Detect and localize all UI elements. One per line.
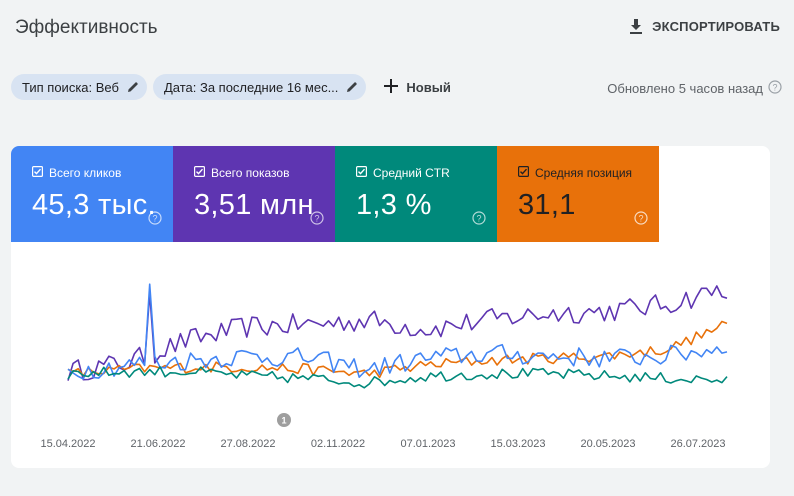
page-title: Эффективность xyxy=(15,17,158,38)
annotation-label: 1 xyxy=(281,416,286,426)
x-tick-label: 07.01.2023 xyxy=(400,438,455,450)
filter-chip-search-type[interactable]: Тип поиска: Веб xyxy=(11,74,147,100)
x-tick-label: 26.07.2023 xyxy=(670,438,725,450)
performance-card: Всего кликов 45,3 тыс. ? Всего показов 3… xyxy=(11,146,770,468)
metric-label: Всего показов xyxy=(211,166,290,180)
last-updated: Обновлено 5 часов назад ? xyxy=(607,80,782,97)
checkbox-checked-icon[interactable] xyxy=(518,166,530,180)
metric-value: 45,3 тыс. xyxy=(32,189,156,221)
series-line-2 xyxy=(67,283,728,380)
svg-text:?: ? xyxy=(314,214,319,224)
filter-chip-label: Дата: За последние 16 мес... xyxy=(163,79,339,95)
checkbox-checked-icon[interactable] xyxy=(356,166,368,180)
metric-value: 1,3 % xyxy=(356,189,432,221)
metric-label: Средний CTR xyxy=(373,166,450,180)
svg-text:?: ? xyxy=(152,214,157,224)
metric-tile-ctr[interactable]: Средний CTR 1,3 % ? xyxy=(335,146,497,242)
metric-tile-position[interactable]: Средняя позиция 31,1 ? xyxy=(497,146,659,242)
series-line-0 xyxy=(67,285,728,381)
metric-tile-impressions[interactable]: Всего показов 3,51 млн ? xyxy=(173,146,335,242)
x-tick-label: 21.06.2022 xyxy=(130,438,185,450)
x-tick-label: 15.04.2022 xyxy=(40,438,95,450)
metric-value: 31,1 xyxy=(518,189,576,221)
help-icon[interactable]: ? xyxy=(472,211,486,230)
x-tick-label: 20.05.2023 xyxy=(580,438,635,450)
help-icon[interactable]: ? xyxy=(634,211,648,230)
svg-text:?: ? xyxy=(476,214,481,224)
export-button[interactable]: ЭКСПОРТИРОВАТЬ xyxy=(628,18,780,35)
metric-tile-clicks[interactable]: Всего кликов 45,3 тыс. ? xyxy=(11,146,173,242)
checkbox-checked-icon[interactable] xyxy=(32,166,44,180)
svg-text:?: ? xyxy=(772,83,777,93)
metric-label: Всего кликов xyxy=(49,166,122,180)
pencil-icon[interactable] xyxy=(127,81,139,93)
help-icon[interactable]: ? xyxy=(310,211,324,230)
filter-bar: Тип поиска: Веб Дата: За последние 16 ме… xyxy=(11,74,451,100)
filter-chip-date[interactable]: Дата: За последние 16 мес... xyxy=(152,74,367,100)
pencil-icon[interactable] xyxy=(346,81,358,93)
checkbox-checked-icon[interactable] xyxy=(194,166,206,180)
new-filter-label: Новый xyxy=(406,79,451,95)
x-tick-label: 02.11.2022 xyxy=(311,438,365,450)
series-line-3 xyxy=(67,366,728,389)
svg-text:?: ? xyxy=(638,214,643,224)
help-icon[interactable]: ? xyxy=(148,211,162,230)
last-updated-text: Обновлено 5 часов назад xyxy=(607,81,763,96)
new-filter-button[interactable]: Новый xyxy=(384,78,451,96)
metric-label: Средняя позиция xyxy=(535,166,633,180)
x-tick-label: 27.08.2022 xyxy=(220,438,275,450)
annotation-marker[interactable] xyxy=(277,413,291,427)
plus-icon xyxy=(384,78,399,96)
download-icon xyxy=(628,18,644,35)
top-bar: Эффективность ЭКСПОРТИРОВАТЬ xyxy=(0,0,794,58)
performance-chart[interactable]: 1 15.04.2022 21.06.2022 27.08.2022 02.11.202… xyxy=(11,242,770,468)
x-tick-label: 15.03.2023 xyxy=(490,438,545,450)
filter-chip-label: Тип поиска: Веб xyxy=(22,79,119,95)
export-label: ЭКСПОРТИРОВАТЬ xyxy=(652,19,780,34)
metric-value: 3,51 млн xyxy=(194,189,314,221)
help-icon[interactable]: ? xyxy=(768,80,782,97)
